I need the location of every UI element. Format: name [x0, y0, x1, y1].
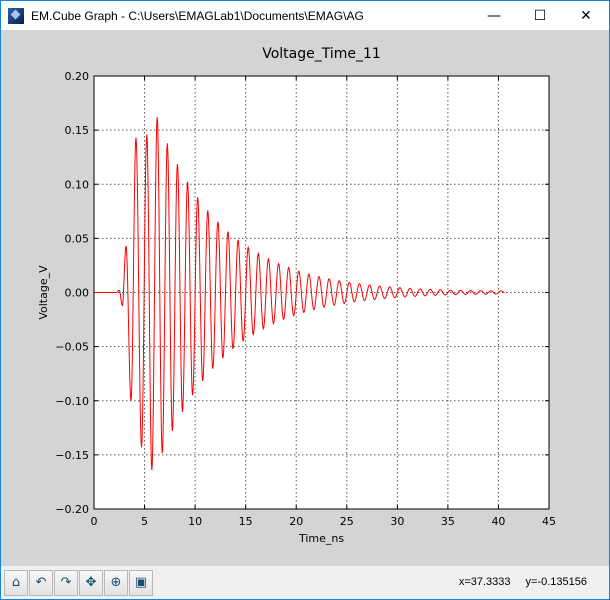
navigation-toolbar: ⌂ ↶ ↷ ✥ ⊕ ▣ x=37.3333 y=-0.135156	[1, 566, 609, 599]
y-tick-label: 0.10	[65, 178, 90, 191]
y-tick-label: 0.20	[65, 70, 90, 83]
minimize-button[interactable]: —	[487, 7, 501, 24]
pan-button[interactable]: ✥	[79, 569, 103, 596]
maximize-button[interactable]: ☐	[533, 7, 547, 24]
x-readout: x=37.3333	[458, 576, 511, 588]
x-tick-label: 15	[239, 515, 253, 528]
title-bar: EM.Cube Graph - C:\Users\EMAGLab1\Docume…	[1, 1, 609, 30]
x-axis-label: Time_ns	[298, 532, 344, 545]
y-tick-label: −0.15	[55, 449, 89, 462]
x-tick-label: 0	[91, 515, 98, 528]
y-tick-label: −0.05	[55, 341, 89, 354]
x-tick-label: 5	[141, 515, 148, 528]
figure-canvas[interactable]: 0 5 10 15 20 25 30 35 40 45 0.20 0.15 0.10 0.05 0.00 −0…	[1, 30, 609, 566]
app-icon	[8, 7, 24, 24]
zoom-rect-icon: ⊕	[110, 575, 122, 590]
back-button[interactable]: ↶	[29, 569, 53, 596]
save-button[interactable]: ▣	[129, 569, 153, 596]
y-tick-label: 0.15	[65, 124, 90, 137]
x-tick-label: 45	[542, 515, 556, 528]
y-axis-label: Voltage_V	[37, 265, 50, 320]
x-tick-label: 25	[340, 515, 354, 528]
floppy-disk-icon: ▣	[134, 575, 148, 590]
x-tick-label: 35	[441, 515, 455, 528]
plot-frame	[93, 75, 550, 510]
x-tick-label: 10	[188, 515, 202, 528]
back-arrow-icon: ↶	[35, 575, 47, 590]
chart: 0 5 10 15 20 25 30 35 40 45 0.20 0.15 0.10 0.05 0.00 −0…	[37, 46, 556, 545]
y-tick-label: −0.20	[55, 503, 89, 516]
y-readout: y=-0.135156	[525, 576, 587, 588]
close-button[interactable]: ✕	[580, 7, 592, 24]
home-icon: ⌂	[11, 575, 21, 590]
x-tick-label: 40	[491, 515, 505, 528]
forward-arrow-icon: ↷	[60, 575, 72, 590]
move-arrows-icon: ✥	[85, 575, 97, 590]
chart-title: Voltage_Time_11	[262, 46, 381, 62]
home-button[interactable]: ⌂	[4, 569, 28, 596]
window-title: EM.Cube Graph - C:\Users\EMAGLab1\Docume…	[31, 8, 364, 23]
zoom-button[interactable]: ⊕	[104, 569, 128, 596]
voltage-series-line	[94, 117, 505, 471]
y-tick-label: 0.05	[65, 232, 90, 245]
x-tick-label: 30	[390, 515, 404, 528]
y-tick-label: 0.00	[65, 287, 90, 300]
forward-button[interactable]: ↷	[54, 569, 78, 596]
y-tick-label: −0.10	[55, 395, 89, 408]
x-tick-label: 20	[289, 515, 303, 528]
cursor-readout: x=37.3333 y=-0.135156	[459, 576, 587, 588]
